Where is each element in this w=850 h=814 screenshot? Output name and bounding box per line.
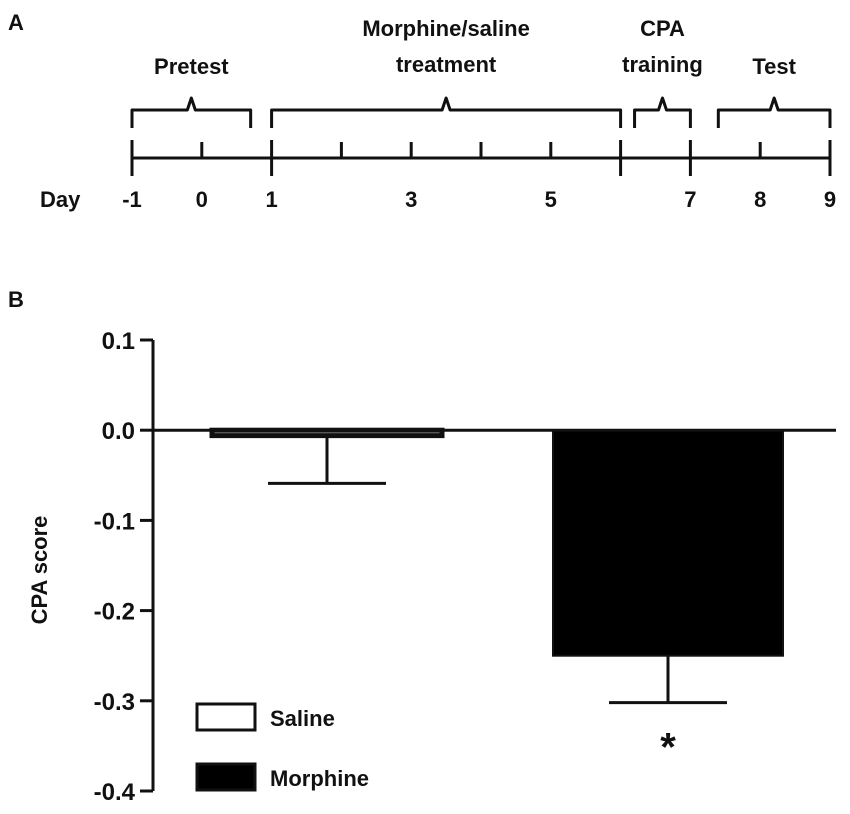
legend-entry-saline: Saline <box>195 702 335 732</box>
bar-group-saline <box>209 427 445 485</box>
day-label: 9 <box>824 187 836 212</box>
day-axis-label: Day <box>40 187 81 212</box>
timeline-phases: Pretest Morphine/saline treatment CPA traini… <box>130 16 832 128</box>
phase-label: CPA <box>640 16 685 41</box>
bar-group-morphine <box>552 429 784 705</box>
significance-annotations: * <box>660 726 676 770</box>
y-tick-label: -0.4 <box>94 779 136 806</box>
y-tick-label: 0.1 <box>102 328 135 355</box>
legend: Saline Morphine <box>195 702 369 792</box>
phase-bracket <box>716 96 832 128</box>
bar-chart-panel: B CPA score 0.1 0.0 -0.1 -0.2 -0.3 -0.4 * Sal… <box>8 287 836 806</box>
legend-swatch <box>195 762 257 792</box>
day-label: 1 <box>265 187 277 212</box>
timeline-panel: A Pretest Morphine/saline treatment CPA trai… <box>8 10 836 212</box>
phase-label: Test <box>752 54 796 79</box>
phase-bracket <box>633 96 692 128</box>
legend-swatch <box>195 702 257 732</box>
panel-a-letter: A <box>8 10 24 35</box>
phase-bracket <box>130 96 253 128</box>
bar-morphine <box>552 429 784 657</box>
day-label: 7 <box>684 187 696 212</box>
phase-label: Morphine/saline <box>362 16 529 41</box>
y-tick-label: -0.1 <box>94 508 135 535</box>
y-tick-label: 0.0 <box>102 418 135 445</box>
y-axis: 0.1 0.0 -0.1 -0.2 -0.3 -0.4 <box>94 328 155 806</box>
day-label: 3 <box>405 187 417 212</box>
day-label: 5 <box>545 187 557 212</box>
day-label: 0 <box>196 187 208 212</box>
phase-label: training <box>622 52 703 77</box>
y-tick-label: -0.3 <box>94 689 135 716</box>
y-tick-label: -0.2 <box>94 599 135 626</box>
phase-label: Pretest <box>154 54 229 79</box>
phase-bracket <box>270 96 623 128</box>
significance-asterisk: * <box>660 726 676 770</box>
bars <box>209 427 784 705</box>
timeline-day-labels: -1 0 1 3 5 7 8 9 <box>122 187 836 212</box>
phase-label: treatment <box>396 52 497 77</box>
panel-b-letter: B <box>8 287 24 312</box>
legend-label: Saline <box>270 706 335 731</box>
legend-label: Morphine <box>270 766 369 791</box>
y-axis-title: CPA score <box>27 516 52 625</box>
legend-entry-morphine: Morphine <box>195 762 369 792</box>
day-label: 8 <box>754 187 766 212</box>
day-label: -1 <box>122 187 142 212</box>
timeline-ticks <box>130 140 832 176</box>
